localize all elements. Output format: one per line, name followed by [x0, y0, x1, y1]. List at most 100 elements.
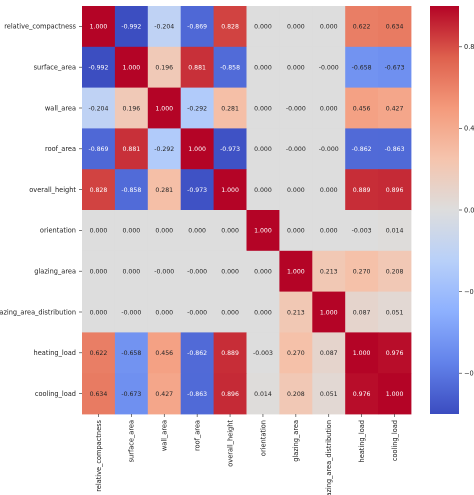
- heatmap-cell: [82, 332, 116, 374]
- heatmap-cell: [279, 210, 313, 252]
- cell-value-label: 0.051: [386, 309, 404, 316]
- column-label: glazing_area_distribution: [325, 420, 333, 495]
- cell-value-label: -0.658: [121, 350, 141, 357]
- heatmap-cell: [246, 291, 280, 333]
- heatmap-cell: [213, 6, 247, 48]
- heatmap-cell: [279, 87, 313, 129]
- cell-value-label: 0.000: [221, 269, 239, 276]
- cell-value-label: 0.000: [320, 24, 338, 31]
- heatmap-cell: [246, 250, 280, 292]
- heatmap-cell: [147, 169, 182, 211]
- cell-value-label: -0.000: [187, 309, 207, 316]
- heatmap-cell: [114, 169, 149, 211]
- cell-value-label: 0.000: [254, 146, 272, 153]
- heatmap-cell: [279, 46, 313, 88]
- heatmap-cell: [246, 373, 280, 415]
- colorbar-tick-label: −0.8: [464, 370, 474, 378]
- cell-value-label: 0.014: [254, 391, 272, 398]
- cell-value-label: 0.000: [90, 228, 108, 235]
- cell-value-label: 0.000: [254, 24, 272, 31]
- cell-value-label: 0.213: [320, 269, 338, 276]
- heatmap-cell: [279, 250, 313, 292]
- heatmap-cell: [345, 291, 379, 333]
- heatmap-cell: [82, 373, 116, 415]
- cell-value-label: -0.000: [154, 269, 174, 276]
- cell-value-label: 1.000: [386, 391, 404, 398]
- cell-value-label: -0.869: [88, 146, 108, 153]
- heatmap-cell: [246, 210, 280, 252]
- column-label: wall_area: [161, 420, 169, 451]
- column-label: heating_load: [358, 420, 366, 462]
- cell-value-label: 0.622: [90, 350, 108, 357]
- row-label: surface_area: [34, 64, 76, 72]
- cell-value-label: 0.000: [188, 228, 206, 235]
- cell-value-label: 0.014: [386, 228, 404, 235]
- cell-value-label: 0.000: [320, 228, 338, 235]
- heatmap-cell: [246, 169, 280, 211]
- heatmap-cell: [246, 332, 280, 374]
- cell-value-label: 0.000: [287, 187, 305, 194]
- cell-value-label: -0.000: [121, 309, 141, 316]
- cell-value-label: 1.000: [122, 65, 140, 72]
- cell-value-label: 0.000: [155, 309, 173, 316]
- heatmap-cell: [279, 291, 313, 333]
- heatmap-cell: [147, 332, 182, 374]
- row-label: glazing_area: [34, 268, 76, 276]
- heatmap-cell: [147, 373, 182, 415]
- cell-value-label: 1.000: [254, 228, 272, 235]
- column-label: relative_compactness: [95, 419, 103, 491]
- cell-value-label: -0.003: [352, 228, 372, 235]
- cell-value-label: 0.976: [386, 350, 404, 357]
- cell-value-label: 0.000: [254, 309, 272, 316]
- row-label: cooling_load: [35, 390, 76, 398]
- heatmap-cell: [345, 210, 379, 252]
- cell-value-label: -0.973: [220, 146, 240, 153]
- cell-value-label: 0.051: [320, 391, 338, 398]
- heatmap-cell: [180, 46, 214, 88]
- heatmap-cell: [345, 128, 379, 170]
- heatmap-cell: [312, 6, 346, 48]
- cell-value-label: 0.000: [254, 105, 272, 112]
- heatmap-cell: [147, 128, 182, 170]
- cell-value-label: 0.000: [90, 269, 108, 276]
- column-label: glazing_area: [292, 420, 300, 462]
- heatmap-cell: [378, 210, 412, 252]
- column-label: surface_area: [128, 420, 136, 462]
- cell-value-label: 0.634: [90, 391, 108, 398]
- heatmap-cell: [378, 169, 412, 211]
- heatmap-cell: [312, 291, 346, 333]
- heatmap-cell: [114, 250, 149, 292]
- row-label: wall_area: [45, 104, 76, 112]
- cell-value-label: 0.976: [353, 391, 371, 398]
- heatmap-cell: [180, 210, 214, 252]
- cell-value-label: 0.281: [221, 105, 239, 112]
- cell-value-label: 1.000: [221, 187, 239, 194]
- colorbar: 0.8 0.4 0.0 −0.4 −0.8: [430, 6, 474, 414]
- cell-value-label: -0.000: [319, 146, 339, 153]
- cell-value-label: 0.427: [386, 105, 404, 112]
- heatmap-cell: [180, 250, 214, 292]
- heatmap-cell: [213, 332, 247, 374]
- heatmap-cell: [378, 87, 412, 129]
- heatmap-cell: [147, 210, 182, 252]
- heatmap-cell: [312, 373, 346, 415]
- cell-value-label: 1.000: [90, 24, 108, 31]
- cell-value-label: 0.896: [221, 391, 239, 398]
- cell-value-label: 0.000: [320, 187, 338, 194]
- cell-value-label: -0.858: [121, 187, 141, 194]
- colorbar-tick-label: 0.4: [464, 125, 474, 133]
- cell-value-label: 0.000: [122, 269, 140, 276]
- heatmap-cell: [213, 210, 247, 252]
- cell-value-label: -0.869: [187, 24, 207, 31]
- heatmap-cell: [147, 6, 182, 48]
- column-labels: relative_compactness surface_area wall_are…: [95, 414, 399, 495]
- cell-value-label: 1.000: [188, 146, 206, 153]
- cell-value-label: -0.003: [253, 350, 273, 357]
- cell-value-label: -0.000: [286, 146, 306, 153]
- cell-value-label: 0.427: [155, 391, 173, 398]
- heatmap-cell: [114, 210, 149, 252]
- heatmap-cell: [378, 6, 412, 48]
- heatmap-cell: [345, 6, 379, 48]
- heatmap-cell: [345, 169, 379, 211]
- heatmap-cell: [82, 6, 116, 48]
